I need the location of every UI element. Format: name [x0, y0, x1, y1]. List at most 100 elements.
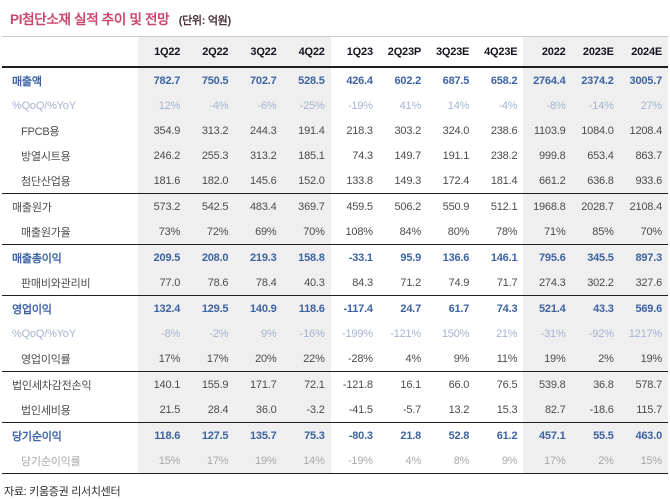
- cell: 457.1: [523, 422, 572, 448]
- cell: 1208.4: [619, 118, 668, 143]
- cell: -8%: [138, 321, 187, 346]
- cell: 140.1: [138, 371, 187, 397]
- cell: 569.6: [619, 295, 668, 321]
- cell: 43.3: [571, 295, 620, 321]
- cell: 483.4: [234, 193, 283, 219]
- cell: -8%: [523, 93, 572, 118]
- cell: 172.4: [427, 168, 476, 194]
- cell: 145.6: [234, 168, 283, 194]
- cell: 78%: [475, 219, 524, 245]
- cell: 324.0: [442, 124, 470, 137]
- cell: 40.3: [282, 270, 331, 296]
- cell: 140.9: [234, 295, 283, 321]
- cell: 73%: [138, 219, 187, 245]
- cell: 512.1: [490, 200, 518, 213]
- row-label: 판매비와관리비: [2, 270, 138, 296]
- cell: 74.3: [352, 149, 373, 162]
- cell: -121%: [390, 327, 422, 340]
- cell: 95.9: [400, 251, 422, 264]
- row-label: %QoQ/%YoY: [12, 99, 76, 112]
- cell: 2764.4: [523, 67, 572, 93]
- source-note: 자료: 키움증권 리서치센터: [4, 486, 121, 498]
- table-row: 매출총이익 209.5 208.0 219.3 158.8 -33.1 95.9 136.6 1…: [2, 244, 668, 270]
- cell: 9%: [234, 321, 283, 346]
- column-header: 4Q22: [282, 36, 331, 68]
- cell: 181.6: [138, 168, 187, 194]
- cell: 345.5: [571, 244, 620, 270]
- cell: 750.5: [186, 67, 235, 93]
- cell: 84%: [378, 219, 428, 245]
- cell: 171.7: [234, 371, 283, 397]
- cell: 75.3: [282, 422, 331, 448]
- cell: 209.5: [138, 244, 187, 270]
- table-title-bar: PI첨단소재 실적 추이 및 전망 (단위: 억원): [2, 5, 670, 36]
- table-row: 당기순이익률 15% 17% 19% 14% -19% 4% 8% 9% 17% 2% 15%: [2, 448, 668, 474]
- cell: 219.3: [234, 244, 283, 270]
- header-row: 1Q22 2Q22 3Q22 4Q22 1Q23 2Q23P 3Q23E 4Q23E 2022 2…: [2, 36, 668, 68]
- column-header: 1Q23: [330, 36, 379, 68]
- cell: 19%: [234, 448, 283, 474]
- cell: -117.4: [343, 302, 373, 315]
- cell: 78.4: [234, 270, 283, 296]
- cell: 77.0: [138, 270, 187, 296]
- cell: 653.4: [571, 143, 620, 168]
- table-row: 매출원가율 73% 72% 69% 70% 108% 84% 80% 78% 71% 85% 70%: [2, 219, 668, 245]
- cell: 20%: [234, 346, 283, 372]
- cell: 115.7: [619, 397, 668, 423]
- cell: 78.6: [186, 270, 235, 296]
- cell: -4%: [498, 99, 518, 112]
- table-row: %QoQ/%YoY -8% -2% 9% -16% -199% -121% 150% 21% -3…: [2, 321, 668, 346]
- column-header: 2Q23P: [378, 36, 428, 68]
- cell: -41.5: [330, 397, 379, 423]
- cell: 52.8: [448, 429, 470, 442]
- cell: 132.4: [138, 295, 187, 321]
- cell: 82.7: [523, 397, 572, 423]
- row-label: 매출원가: [12, 201, 52, 214]
- cell: 15%: [138, 448, 187, 474]
- cell: 687.5: [442, 74, 470, 87]
- cell: 702.7: [234, 67, 283, 93]
- cell: 2%: [571, 346, 620, 372]
- cell: 4%: [378, 448, 428, 474]
- column-header: 1Q22: [138, 36, 187, 68]
- cell: -4%: [186, 93, 235, 118]
- cell: 459.5: [346, 200, 373, 213]
- table-row: FPCB용 354.9 313.2 244.3 191.4 218.3 303.2 324.0…: [2, 118, 668, 143]
- cell: 1103.9: [523, 118, 572, 143]
- cell: 16.1: [400, 378, 422, 391]
- cell: 66.0: [448, 378, 470, 391]
- cell: 150%: [441, 327, 470, 340]
- cell: 9%: [475, 448, 524, 474]
- cell: -19%: [347, 99, 373, 112]
- column-header: 3Q23E: [427, 36, 476, 68]
- cell: 302.2: [571, 270, 620, 296]
- cell: 2028.7: [571, 193, 620, 219]
- table-row: 영업이익률 17% 17% 20% 22% -28% 4% 9% 11% 19% 2% 19%: [2, 346, 668, 372]
- cell: 152.0: [282, 168, 331, 194]
- cell: 15.3: [475, 397, 524, 423]
- cell: 303.2: [394, 124, 422, 137]
- table-row: 당기순이익 118.6 127.5 135.7 75.3 -80.3 21.8 52.8 61.…: [2, 422, 668, 448]
- cell: 158.8: [282, 244, 331, 270]
- cell: 21.8: [400, 429, 422, 442]
- cell: 27%: [619, 93, 668, 118]
- cell: -16%: [282, 321, 331, 346]
- cell: 274.3: [523, 270, 572, 296]
- cell: 69%: [234, 219, 283, 245]
- cell: 21.5: [138, 397, 187, 423]
- column-header: 2024E: [619, 36, 668, 68]
- table-row: 법인세차감전손익 140.1 155.9 171.7 72.1 -121.8 16.1 66.…: [2, 371, 668, 397]
- cell: -33.1: [348, 251, 373, 264]
- cell: -28%: [330, 346, 379, 372]
- cell: 354.9: [138, 118, 187, 143]
- table-row: 판매비와관리비 77.0 78.6 78.4 40.3 84.3 71.2 74.9 71.7 2…: [2, 270, 668, 296]
- cell: 327.6: [619, 270, 668, 296]
- cell: 108%: [330, 219, 379, 245]
- cell: 19%: [619, 346, 668, 372]
- table-row: 첨단산업용 181.6 182.0 145.6 152.0 133.8 149.3 172.4…: [2, 168, 668, 194]
- cell: -14%: [571, 93, 620, 118]
- cell: 85%: [571, 219, 620, 245]
- cell: 22%: [282, 346, 331, 372]
- cell: 17%: [523, 448, 572, 474]
- cell: 191.1: [442, 149, 470, 162]
